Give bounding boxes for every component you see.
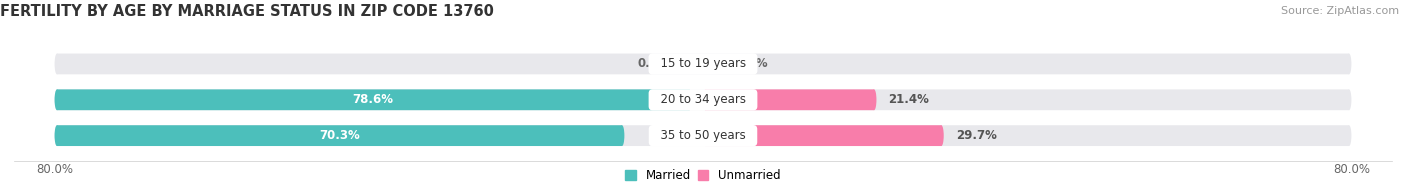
- Text: 29.7%: 29.7%: [956, 129, 997, 142]
- Text: 0.0%: 0.0%: [735, 57, 768, 70]
- Text: 70.3%: 70.3%: [319, 129, 360, 142]
- Circle shape: [1347, 125, 1351, 146]
- Circle shape: [1347, 89, 1351, 110]
- Circle shape: [55, 89, 59, 110]
- Circle shape: [703, 89, 707, 110]
- Text: 78.6%: 78.6%: [353, 93, 394, 106]
- Circle shape: [1347, 54, 1351, 74]
- Text: 21.4%: 21.4%: [889, 93, 929, 106]
- FancyBboxPatch shape: [56, 125, 1350, 146]
- Circle shape: [703, 125, 707, 146]
- Circle shape: [939, 125, 943, 146]
- Circle shape: [620, 125, 624, 146]
- Circle shape: [55, 54, 59, 74]
- Text: Source: ZipAtlas.com: Source: ZipAtlas.com: [1281, 6, 1399, 16]
- Text: 0.0%: 0.0%: [638, 57, 671, 70]
- Text: 15 to 19 years: 15 to 19 years: [652, 57, 754, 70]
- FancyBboxPatch shape: [56, 89, 1350, 110]
- Text: 35 to 50 years: 35 to 50 years: [652, 129, 754, 142]
- FancyBboxPatch shape: [56, 89, 689, 110]
- Circle shape: [55, 125, 59, 146]
- Legend: Married, Unmarried: Married, Unmarried: [626, 169, 780, 182]
- Circle shape: [872, 89, 876, 110]
- Circle shape: [688, 89, 692, 110]
- FancyBboxPatch shape: [706, 89, 875, 110]
- Text: 20 to 34 years: 20 to 34 years: [652, 93, 754, 106]
- FancyBboxPatch shape: [706, 125, 942, 146]
- FancyBboxPatch shape: [56, 54, 1350, 74]
- Circle shape: [55, 89, 59, 110]
- Circle shape: [55, 125, 59, 146]
- Text: FERTILITY BY AGE BY MARRIAGE STATUS IN ZIP CODE 13760: FERTILITY BY AGE BY MARRIAGE STATUS IN Z…: [0, 4, 494, 19]
- FancyBboxPatch shape: [56, 125, 621, 146]
